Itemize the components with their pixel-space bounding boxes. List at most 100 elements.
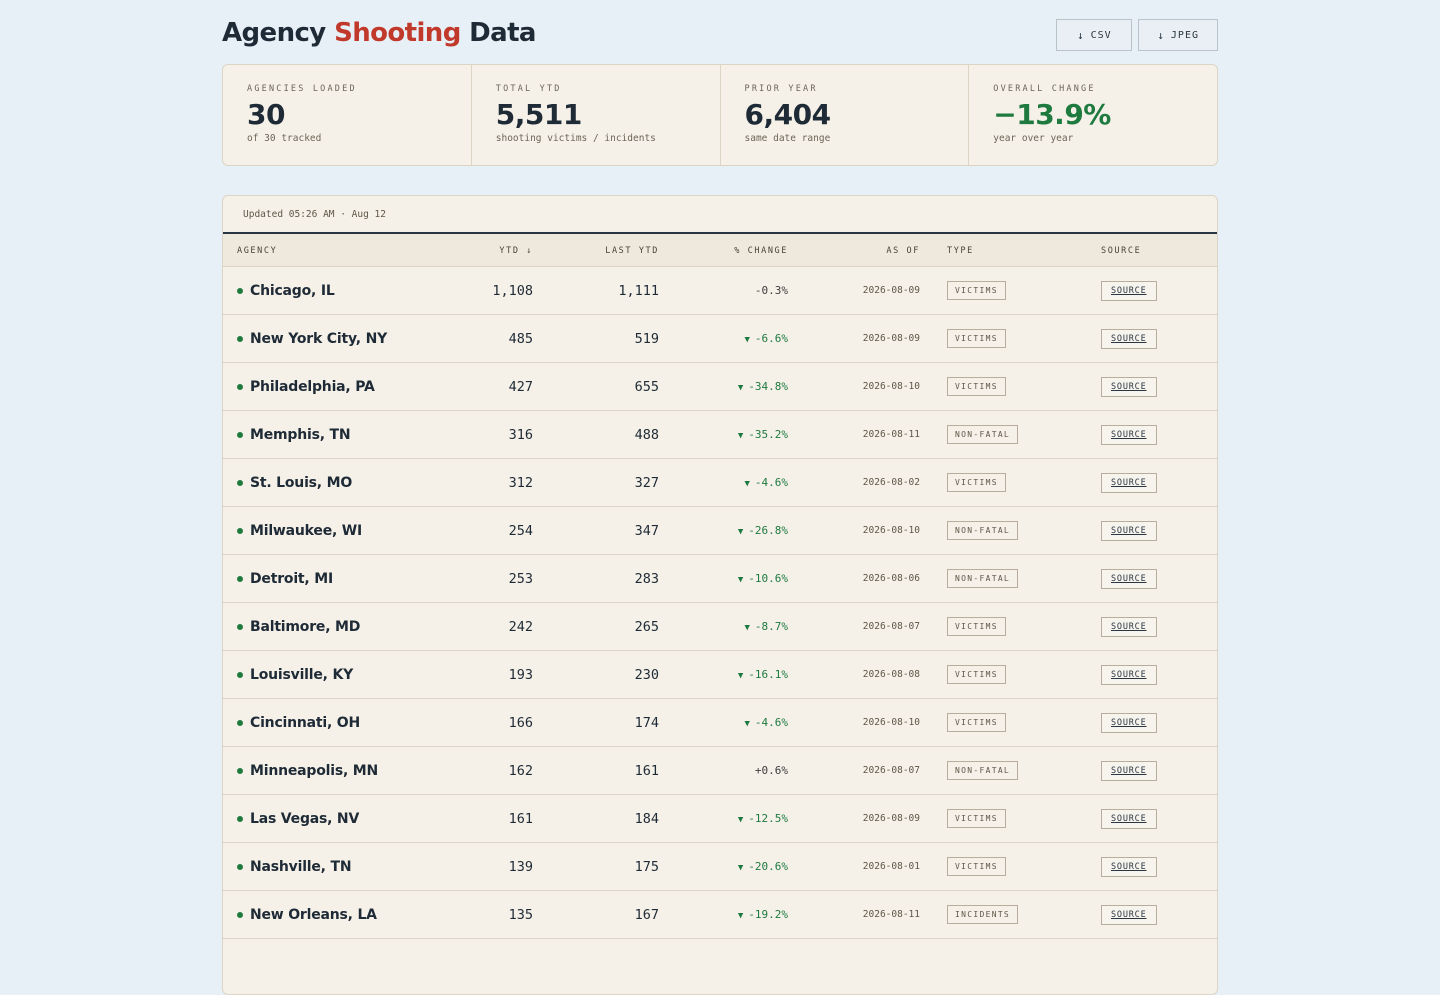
column-header-last-ytd[interactable]: LAST YTD — [605, 245, 659, 256]
export-csv-button[interactable]: ↓ CSV — [1056, 19, 1133, 51]
agency-name: Nashville, TN — [250, 858, 352, 875]
export-jpeg-button[interactable]: ↓ JPEG — [1138, 19, 1218, 51]
change-value: -19.2% — [748, 908, 788, 921]
type-badge: VICTIMS — [947, 857, 1006, 876]
status-dot-icon — [237, 335, 243, 342]
column-header-change[interactable]: % CHANGE — [734, 245, 788, 256]
change-cell: -0.3% — [693, 267, 788, 314]
column-header-type[interactable]: TYPE — [947, 245, 974, 256]
as-of-date: 2026-08-09 — [862, 285, 920, 296]
agency-cell: Baltimore, MD — [237, 603, 477, 650]
type-cell: VICTIMS — [947, 843, 1077, 890]
change-cell: ▼ -6.6% — [693, 315, 788, 362]
agency-cell: Nashville, TN — [237, 843, 477, 890]
ytd-value: 316 — [508, 426, 533, 443]
table-body: Chicago, IL 1,108 1,111 -0.3% 2026-08-09 VICT… — [223, 267, 1217, 939]
source-link[interactable]: SOURCE — [1101, 664, 1157, 685]
change-value: +0.6% — [754, 764, 788, 777]
source-link[interactable]: SOURCE — [1101, 808, 1157, 829]
last-ytd-value: 265 — [634, 618, 659, 635]
last-ytd-value: 1,111 — [618, 282, 659, 299]
status-dot-icon — [237, 815, 243, 822]
source-cell: SOURCE — [1101, 843, 1181, 890]
source-link[interactable]: SOURCE — [1101, 568, 1157, 589]
source-cell: SOURCE — [1101, 795, 1181, 842]
source-link[interactable]: SOURCE — [1101, 904, 1157, 925]
change-value: -6.6% — [754, 332, 788, 345]
source-cell: SOURCE — [1101, 747, 1181, 794]
down-triangle-icon: ▼ — [737, 575, 744, 585]
stat-total-ytd: TOTAL YTD 5,511 shooting victims / incid… — [472, 65, 721, 165]
change-cell: ▼ -4.6% — [693, 699, 788, 746]
type-cell: VICTIMS — [947, 603, 1077, 650]
table-row[interactable]: Milwaukee, WI 254 347 ▼ -26.8% 2026-08-10 NON-… — [223, 507, 1217, 555]
type-cell: NON-FATAL — [947, 411, 1077, 458]
change-cell: ▼ -10.6% — [693, 555, 788, 602]
type-cell: VICTIMS — [947, 315, 1077, 362]
table-row[interactable]: Las Vegas, NV 161 184 ▼ -12.5% 2026-08-09 VICT… — [223, 795, 1217, 843]
ytd-value: 427 — [508, 378, 533, 395]
source-link[interactable]: SOURCE — [1101, 712, 1157, 733]
source-link[interactable]: SOURCE — [1101, 760, 1157, 781]
table-row[interactable]: Nashville, TN 139 175 ▼ -20.6% 2026-08-01 VICT… — [223, 843, 1217, 891]
column-header-ytd-sorted[interactable]: YTD ↓ — [499, 245, 533, 256]
agency-cell: St. Louis, MO — [237, 459, 477, 506]
change-cell: ▼ -34.8% — [693, 363, 788, 410]
status-dot-icon — [237, 911, 243, 918]
as-of-date: 2026-08-06 — [862, 573, 920, 584]
type-cell: VICTIMS — [947, 651, 1077, 698]
type-badge: VICTIMS — [947, 713, 1006, 732]
table-row[interactable]: Chicago, IL 1,108 1,111 -0.3% 2026-08-09 VICT… — [223, 267, 1217, 315]
column-header-source: SOURCE — [1101, 245, 1142, 256]
down-triangle-icon: ▼ — [744, 623, 750, 633]
table-row[interactable]: Minneapolis, MN 162 161 +0.6% 2026-08-07 NON-… — [223, 747, 1217, 795]
type-cell: VICTIMS — [947, 363, 1077, 410]
status-dot-icon — [237, 383, 243, 390]
source-link[interactable]: SOURCE — [1101, 616, 1157, 637]
change-value: -34.8% — [748, 380, 788, 393]
stat-prior-year: PRIOR YEAR 6,404 same date range — [721, 65, 970, 165]
source-cell: SOURCE — [1101, 603, 1181, 650]
table-row[interactable]: Philadelphia, PA 427 655 ▼ -34.8% 2026-08-10 V… — [223, 363, 1217, 411]
source-link[interactable]: SOURCE — [1101, 472, 1157, 493]
page: Agency Shooting Data ↓ CSV ↓ JPEG AGENCI… — [222, 0, 1218, 995]
change-cell: ▼ -35.2% — [693, 411, 788, 458]
table-row[interactable]: Detroit, MI 253 283 ▼ -10.6% 2026-08-06 NON-FA… — [223, 555, 1217, 603]
status-dot-icon — [237, 719, 243, 726]
table-row[interactable]: Baltimore, MD 242 265 ▼ -8.7% 2026-08-07 VICTI… — [223, 603, 1217, 651]
table-row[interactable]: Louisville, KY 193 230 ▼ -16.1% 2026-08-08 VIC… — [223, 651, 1217, 699]
source-link[interactable]: SOURCE — [1101, 376, 1157, 397]
table-row[interactable]: New York City, NY 485 519 ▼ -6.6% 2026-08-09 V… — [223, 315, 1217, 363]
status-dot-icon — [237, 575, 243, 582]
table-row[interactable]: St. Louis, MO 312 327 ▼ -4.6% 2026-08-02 VICTI… — [223, 459, 1217, 507]
ytd-value: 161 — [508, 810, 533, 827]
status-dot-icon — [237, 431, 243, 438]
change-cell: ▼ -8.7% — [693, 603, 788, 650]
agency-cell: Minneapolis, MN — [237, 747, 477, 794]
type-cell: VICTIMS — [947, 459, 1077, 506]
down-triangle-icon: ▼ — [737, 431, 744, 441]
column-header-agency[interactable]: AGENCY — [237, 245, 278, 256]
table-row[interactable]: Cincinnati, OH 166 174 ▼ -4.6% 2026-08-10 VICT… — [223, 699, 1217, 747]
agency-cell: New Orleans, LA — [237, 891, 477, 938]
source-link[interactable]: SOURCE — [1101, 856, 1157, 877]
stat-value: −13.9% — [993, 98, 1111, 131]
title-word-shooting: Shooting — [334, 18, 461, 48]
type-cell: NON-FATAL — [947, 507, 1077, 554]
download-icon: ↓ — [1076, 28, 1085, 42]
source-link[interactable]: SOURCE — [1101, 280, 1157, 301]
table-row[interactable]: New Orleans, LA 135 167 ▼ -19.2% 2026-08-11 IN… — [223, 891, 1217, 939]
source-link[interactable]: SOURCE — [1101, 328, 1157, 349]
source-link[interactable]: SOURCE — [1101, 520, 1157, 541]
table-row[interactable]: Memphis, TN 316 488 ▼ -35.2% 2026-08-11 NON-FA… — [223, 411, 1217, 459]
stat-sub: year over year — [993, 133, 1074, 144]
change-cell: +0.6% — [693, 747, 788, 794]
type-cell: VICTIMS — [947, 267, 1077, 314]
source-link[interactable]: SOURCE — [1101, 424, 1157, 445]
down-triangle-icon: ▼ — [737, 527, 744, 537]
column-header-as-of[interactable]: AS OF — [886, 245, 920, 256]
type-badge: VICTIMS — [947, 473, 1006, 492]
export-csv-label: CSV — [1090, 29, 1112, 41]
as-of-date: 2026-08-11 — [862, 909, 920, 920]
stat-sub: shooting victims / incidents — [495, 133, 656, 144]
